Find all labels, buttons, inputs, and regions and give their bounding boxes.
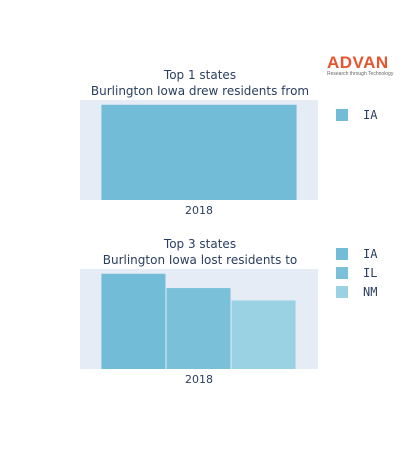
legend-label: IL [363, 265, 378, 280]
chart1-legend: IA [336, 105, 377, 124]
legend-item-ia[interactable]: IA [336, 105, 377, 124]
chart1-subtitle: Burlington Iowa drew residents from [91, 84, 309, 98]
legend-item-nm[interactable]: NM [336, 282, 377, 301]
bar-ia[interactable] [101, 104, 297, 200]
chart2-subtitle: Burlington Iowa lost residents to [103, 253, 298, 267]
legend-item-il[interactable]: IL [336, 263, 377, 282]
bar-nm[interactable] [231, 300, 296, 369]
bar-ia[interactable] [101, 273, 166, 369]
legend-swatch [336, 285, 348, 298]
chart2-legend: IA IL NM [336, 244, 377, 301]
logo-wordmark: ADVAN [327, 53, 389, 72]
legend-item-ia[interactable]: IA [336, 244, 377, 263]
legend-label: IA [363, 107, 378, 122]
advan-logo: ADVAN Research through Technology [327, 54, 395, 78]
bar-il[interactable] [166, 288, 231, 369]
chart1-x-tick: 2018 [185, 204, 213, 217]
logo-tagline: Research through Technology [327, 71, 394, 77]
chart1-bars [101, 104, 297, 200]
legend-swatch [336, 266, 348, 279]
chart1-title: Top 1 states [163, 68, 236, 82]
chart2-x-tick: 2018 [185, 373, 213, 386]
chart2-bars [101, 273, 296, 369]
legend-label: IA [363, 246, 378, 261]
legend-label: NM [363, 284, 378, 299]
legend-swatch [336, 108, 348, 121]
chart2-title: Top 3 states [163, 237, 236, 251]
legend-swatch [336, 247, 348, 260]
